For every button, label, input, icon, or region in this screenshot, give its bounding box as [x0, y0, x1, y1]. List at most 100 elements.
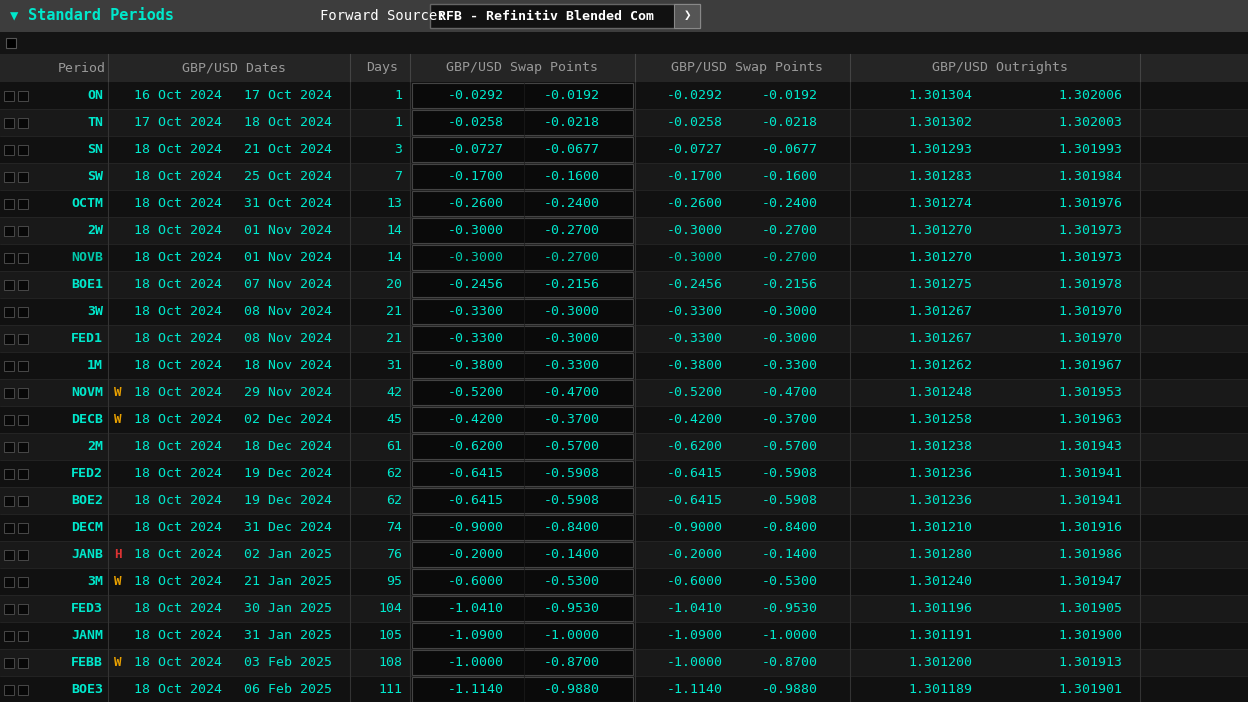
- Bar: [412, 353, 633, 378]
- Text: -0.9530: -0.9530: [763, 602, 817, 615]
- Text: -0.3700: -0.3700: [763, 413, 817, 426]
- Text: 1.301905: 1.301905: [1058, 602, 1122, 615]
- Bar: [0, 109, 1248, 136]
- Bar: [17, 522, 27, 533]
- Bar: [17, 91, 27, 100]
- Bar: [0, 514, 1248, 541]
- Bar: [0, 0, 1248, 32]
- Text: 74: 74: [386, 521, 402, 534]
- Text: -0.0218: -0.0218: [763, 116, 817, 129]
- Bar: [4, 388, 14, 397]
- Text: -0.5300: -0.5300: [763, 575, 817, 588]
- Bar: [4, 550, 14, 559]
- Text: 7: 7: [394, 170, 402, 183]
- Text: 18 Oct 2024: 18 Oct 2024: [134, 143, 222, 156]
- Text: -0.3300: -0.3300: [544, 359, 600, 372]
- Text: 20: 20: [386, 278, 402, 291]
- Text: 104: 104: [378, 602, 402, 615]
- Bar: [17, 253, 27, 263]
- Bar: [4, 442, 14, 451]
- Bar: [412, 461, 633, 486]
- Text: 25 Oct 2024: 25 Oct 2024: [245, 170, 332, 183]
- Bar: [17, 225, 27, 235]
- Bar: [4, 225, 14, 235]
- Text: -0.3300: -0.3300: [666, 305, 723, 318]
- Bar: [0, 32, 1248, 54]
- Text: -0.0258: -0.0258: [666, 116, 723, 129]
- Bar: [0, 595, 1248, 622]
- Text: -1.0000: -1.0000: [544, 629, 600, 642]
- Text: 18 Oct 2024: 18 Oct 2024: [134, 251, 222, 264]
- Text: 62: 62: [386, 494, 402, 507]
- Text: -0.6200: -0.6200: [666, 440, 723, 453]
- Text: 18 Oct 2024: 18 Oct 2024: [134, 494, 222, 507]
- Bar: [17, 414, 27, 425]
- Text: NOVB: NOVB: [71, 251, 104, 264]
- Bar: [17, 361, 27, 371]
- Text: 31 Dec 2024: 31 Dec 2024: [245, 521, 332, 534]
- Text: 18 Oct 2024: 18 Oct 2024: [134, 440, 222, 453]
- Bar: [412, 83, 633, 108]
- Text: 1.301941: 1.301941: [1058, 494, 1122, 507]
- Text: -0.5908: -0.5908: [544, 467, 600, 480]
- Bar: [412, 596, 633, 621]
- Text: Period: Period: [57, 62, 106, 74]
- Text: 1.301248: 1.301248: [909, 386, 972, 399]
- Bar: [4, 604, 14, 614]
- Bar: [17, 496, 27, 505]
- Bar: [17, 333, 27, 343]
- Text: -0.6415: -0.6415: [666, 467, 723, 480]
- Bar: [4, 468, 14, 479]
- Bar: [412, 434, 633, 459]
- Bar: [0, 406, 1248, 433]
- Bar: [412, 137, 633, 162]
- Bar: [17, 496, 27, 505]
- Bar: [412, 191, 633, 216]
- Text: 13: 13: [386, 197, 402, 210]
- Text: 2W: 2W: [87, 224, 104, 237]
- Bar: [4, 279, 14, 289]
- Bar: [17, 442, 27, 451]
- Text: 1.301240: 1.301240: [909, 575, 972, 588]
- Text: -0.3300: -0.3300: [448, 332, 504, 345]
- Text: 08 Nov 2024: 08 Nov 2024: [245, 305, 332, 318]
- Text: -0.6000: -0.6000: [666, 575, 723, 588]
- Text: 1.301275: 1.301275: [909, 278, 972, 291]
- Text: BOE3: BOE3: [71, 683, 104, 696]
- Text: 19 Dec 2024: 19 Dec 2024: [245, 467, 332, 480]
- Text: -0.3000: -0.3000: [448, 224, 504, 237]
- Bar: [17, 684, 27, 694]
- Bar: [17, 442, 27, 451]
- Bar: [412, 110, 633, 135]
- Bar: [4, 253, 14, 263]
- Bar: [4, 658, 14, 668]
- Bar: [0, 379, 1248, 406]
- Bar: [412, 677, 633, 702]
- Text: 19 Dec 2024: 19 Dec 2024: [245, 494, 332, 507]
- Bar: [412, 488, 633, 513]
- Text: 03 Feb 2025: 03 Feb 2025: [245, 656, 332, 669]
- Bar: [17, 576, 27, 586]
- Text: -0.9000: -0.9000: [448, 521, 504, 534]
- Text: FEBB: FEBB: [71, 656, 104, 669]
- Bar: [412, 164, 633, 189]
- Bar: [17, 604, 27, 614]
- Bar: [4, 145, 14, 154]
- Bar: [4, 117, 14, 128]
- Text: 62: 62: [386, 467, 402, 480]
- Text: -0.6415: -0.6415: [448, 467, 504, 480]
- Bar: [412, 596, 633, 621]
- Bar: [412, 299, 633, 324]
- Text: -0.9000: -0.9000: [666, 521, 723, 534]
- Text: 18 Oct 2024: 18 Oct 2024: [134, 197, 222, 210]
- Text: -0.4700: -0.4700: [763, 386, 817, 399]
- Text: 1: 1: [394, 116, 402, 129]
- Text: -0.4200: -0.4200: [666, 413, 723, 426]
- Text: 1.301953: 1.301953: [1058, 386, 1122, 399]
- Text: GBP/USD Dates: GBP/USD Dates: [182, 62, 286, 74]
- Bar: [412, 542, 633, 567]
- Text: -0.1400: -0.1400: [763, 548, 817, 561]
- Text: -0.2700: -0.2700: [763, 251, 817, 264]
- Text: -0.0292: -0.0292: [666, 89, 723, 102]
- Text: -0.4200: -0.4200: [448, 413, 504, 426]
